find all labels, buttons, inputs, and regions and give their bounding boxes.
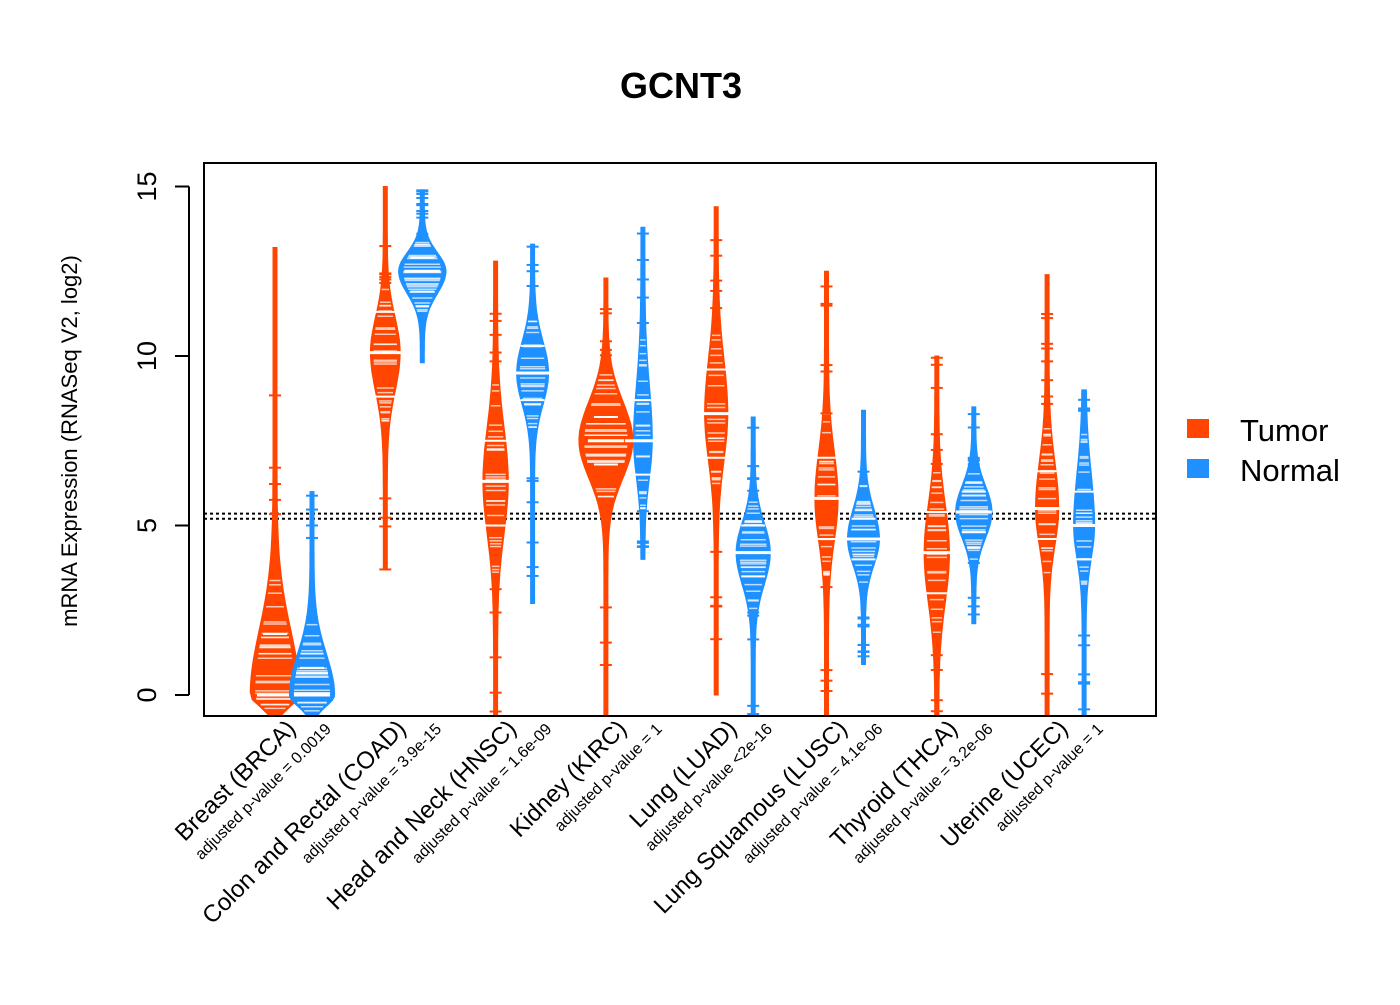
violin-1-normal bbox=[288, 491, 336, 716]
plot-marks bbox=[204, 186, 1156, 716]
violin-5-normal-body bbox=[735, 416, 771, 716]
violin-8-normal bbox=[1066, 389, 1103, 716]
plot-area bbox=[204, 186, 1156, 716]
violin-6-tumor-body bbox=[814, 270, 839, 716]
violin-8-tumor bbox=[1029, 274, 1066, 716]
violin-6-tumor bbox=[808, 270, 845, 716]
violin-7-tumor bbox=[918, 355, 955, 716]
violin-1-tumor-body bbox=[249, 247, 301, 716]
violin-7-normal bbox=[955, 406, 993, 625]
violin-6-normal bbox=[845, 409, 882, 665]
violin-8-normal-body bbox=[1073, 389, 1096, 716]
violin-2-normal bbox=[398, 189, 447, 364]
y-tick-label-1: 5 bbox=[132, 518, 162, 533]
violin-2-tumor bbox=[367, 186, 404, 571]
violin-2-normal-body bbox=[398, 189, 447, 364]
legend: Tumor Normal bbox=[1187, 413, 1340, 488]
violin-1-normal-body bbox=[288, 491, 336, 716]
legend-swatch-tumor bbox=[1187, 419, 1209, 438]
violin-5-normal bbox=[735, 416, 772, 716]
legend-swatch-normal bbox=[1187, 459, 1209, 478]
violin-3-tumor bbox=[477, 260, 514, 716]
violin-3-normal bbox=[514, 243, 551, 604]
y-tick-label-3: 15 bbox=[132, 171, 162, 201]
violin-7-tumor-body bbox=[923, 355, 951, 716]
y-axis-label: mRNA Expression (RNASeq V2, log2) bbox=[57, 255, 82, 627]
violin-4-normal-body bbox=[633, 226, 653, 560]
legend-label-tumor: Tumor bbox=[1240, 413, 1328, 448]
violin-2-tumor-body bbox=[369, 186, 401, 571]
violin-8-tumor-body bbox=[1034, 274, 1060, 716]
chart-title: GCNT3 bbox=[620, 65, 742, 106]
violin-6-normal-body bbox=[846, 409, 881, 665]
x-axis-labels: Breast (BRCA)adjusted p-value = 0.0019Co… bbox=[170, 715, 1107, 929]
violin-4-normal bbox=[624, 226, 661, 560]
y-tick-label-0: 0 bbox=[132, 687, 162, 702]
violin-4-tumor bbox=[578, 277, 634, 716]
plot-frame bbox=[203, 162, 1157, 717]
violin-1-tumor bbox=[249, 247, 301, 716]
legend-label-normal: Normal bbox=[1240, 453, 1340, 488]
y-axis: 0 5 10 15 bbox=[132, 171, 190, 703]
violin-3-tumor-body bbox=[482, 260, 509, 716]
violin-5-tumor bbox=[698, 206, 735, 696]
y-tick-label-2: 10 bbox=[132, 341, 162, 371]
